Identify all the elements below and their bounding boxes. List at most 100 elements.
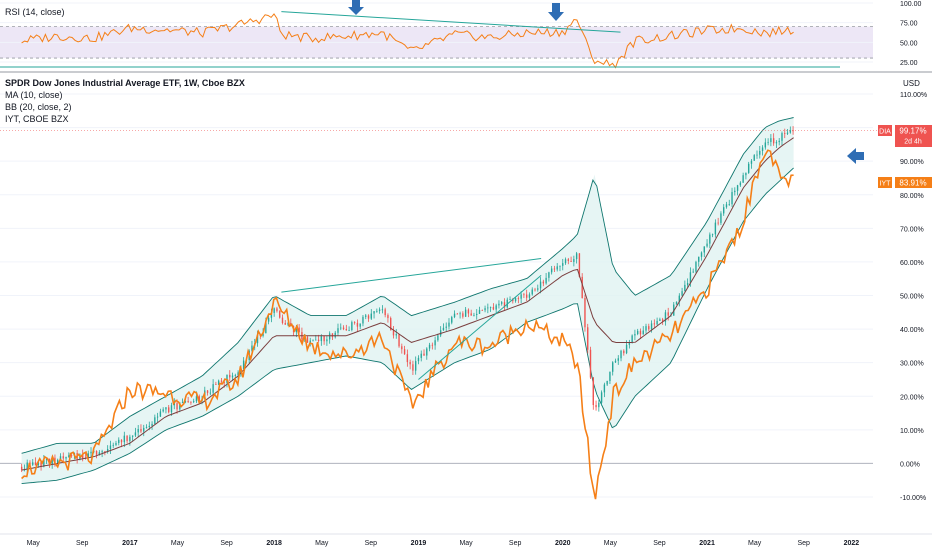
indicator-iyt-label[interactable]: IYT, CBOE BZX — [5, 114, 69, 124]
dia-price-badge: DIA 99.17% 2d 4h — [878, 125, 932, 147]
dia-candle-body — [772, 138, 775, 144]
rsi-divergence-trendline — [281, 11, 621, 33]
dia-candle-body — [212, 384, 214, 393]
dia-candle-body — [695, 261, 697, 272]
dia-candle-body — [126, 435, 128, 442]
dia-candle-body — [340, 327, 342, 329]
dia-candle-body — [462, 313, 464, 317]
dia-candle-body — [792, 130, 794, 132]
dia-candle-body — [786, 132, 789, 134]
time-tick-label: 2019 — [411, 540, 427, 547]
rsi-tick-label: 100.00 — [900, 1, 922, 8]
dia-candle-body — [123, 435, 126, 443]
dia-candle-body — [612, 362, 614, 372]
dia-candle-body — [495, 305, 497, 310]
dia-candle-body — [670, 315, 672, 317]
time-tick-label: May — [315, 540, 329, 547]
dia-candle-body — [192, 401, 195, 403]
dia-candle-body — [87, 453, 89, 459]
dia-candle-body — [90, 451, 92, 454]
dia-candle-body — [148, 425, 150, 427]
indicator-bb-label[interactable]: BB (20, close, 2) — [5, 102, 72, 112]
dia-candle-body — [365, 315, 367, 317]
rsi-grid — [0, 2, 873, 63]
dia-candle-body — [151, 423, 153, 426]
dia-candle-body — [789, 130, 792, 133]
dia-candle-body — [686, 283, 689, 285]
iyt-symbol-box — [878, 177, 892, 188]
dia-candle-body — [467, 309, 470, 314]
dia-candle-body — [409, 362, 411, 365]
dia-candle-body — [57, 459, 59, 464]
dia-candle-body — [81, 454, 84, 459]
dia-candle-body — [276, 308, 278, 312]
dia-candle-body — [650, 323, 653, 330]
dia-candle-body — [326, 339, 328, 342]
dia-candle-body — [642, 330, 644, 335]
dia-candle-body — [667, 312, 669, 316]
dia-candle-body — [675, 301, 678, 305]
dia-candle-body — [381, 309, 384, 311]
dia-candle-body — [509, 299, 511, 300]
dia-candle-body — [501, 302, 503, 304]
dia-candle-body — [439, 330, 442, 336]
dia-candle-body — [614, 360, 617, 363]
dia-candle-body — [398, 334, 400, 347]
time-tick-label: May — [459, 540, 473, 547]
dia-candle-body — [784, 133, 786, 134]
price-tick-label: 90.00% — [900, 159, 924, 166]
dia-candle-body — [592, 377, 594, 406]
dia-candle-body — [115, 442, 117, 445]
dia-candle-body — [756, 154, 758, 156]
indicator-ma-label[interactable]: MA (10, close) — [5, 90, 63, 100]
currency-label[interactable]: USD — [903, 79, 920, 88]
dia-candle-body — [112, 444, 114, 446]
dia-candle-body — [223, 381, 225, 383]
dia-candle-body — [231, 375, 234, 378]
dia-candle-body — [428, 344, 431, 349]
dia-candle-body — [639, 330, 642, 335]
dia-candle-body — [747, 163, 750, 173]
price-tick-label: 110.00% — [900, 92, 927, 99]
dia-candle-body — [145, 426, 148, 428]
dia-candle-body — [181, 402, 184, 404]
dia-candle-body — [256, 335, 259, 344]
dia-candle-body — [40, 461, 42, 467]
dia-candle-body — [562, 263, 564, 266]
dia-candle-body — [464, 309, 467, 317]
time-tick-label: May — [171, 540, 185, 547]
dia-candle-body — [578, 253, 581, 277]
dia-candle-body — [525, 294, 528, 298]
dia-candle-body — [445, 326, 447, 328]
dia-candle-body — [32, 462, 34, 465]
dia-candle-body — [215, 384, 217, 385]
dia-candle-body — [434, 340, 436, 346]
main-legend[interactable]: SPDR Dow Jones Industrial Average ETF, 1… — [5, 77, 245, 125]
bollinger-upper-band — [21, 117, 794, 454]
time-axis[interactable]: May Sep 2017 May Sep 2018 May Sep 2019 May Sep 2020… — [0, 533, 932, 547]
dia-candle-body — [287, 322, 289, 325]
dia-candle-body — [356, 322, 359, 327]
price-axis[interactable]: 110.00%100.00%90.00%80.00%70.00%60.00%50… — [900, 92, 928, 502]
dia-candle-body — [698, 256, 700, 262]
price-tick-label: 70.00% — [900, 226, 924, 233]
dia-candle-body — [284, 322, 286, 325]
dia-candle-body — [761, 147, 764, 151]
dia-candle-body — [342, 327, 345, 330]
dia-candle-body — [209, 392, 212, 394]
dia-candle-body — [659, 319, 661, 321]
dia-candle-body — [173, 403, 175, 406]
iyt-value-box — [895, 177, 932, 188]
dia-candle-body — [323, 336, 325, 342]
dia-candle-body — [334, 332, 336, 338]
dia-candle-body — [442, 327, 445, 331]
dia-candle-body — [478, 310, 481, 314]
dia-candle-body — [531, 289, 533, 295]
rsi-legend[interactable]: RSI (14, close) — [5, 6, 65, 18]
dia-candle-body — [711, 234, 714, 236]
dia-candle-body — [764, 142, 767, 148]
dia-candle-body — [295, 327, 298, 333]
dia-symbol: DIA — [879, 129, 891, 136]
dia-candle-body — [598, 402, 600, 408]
